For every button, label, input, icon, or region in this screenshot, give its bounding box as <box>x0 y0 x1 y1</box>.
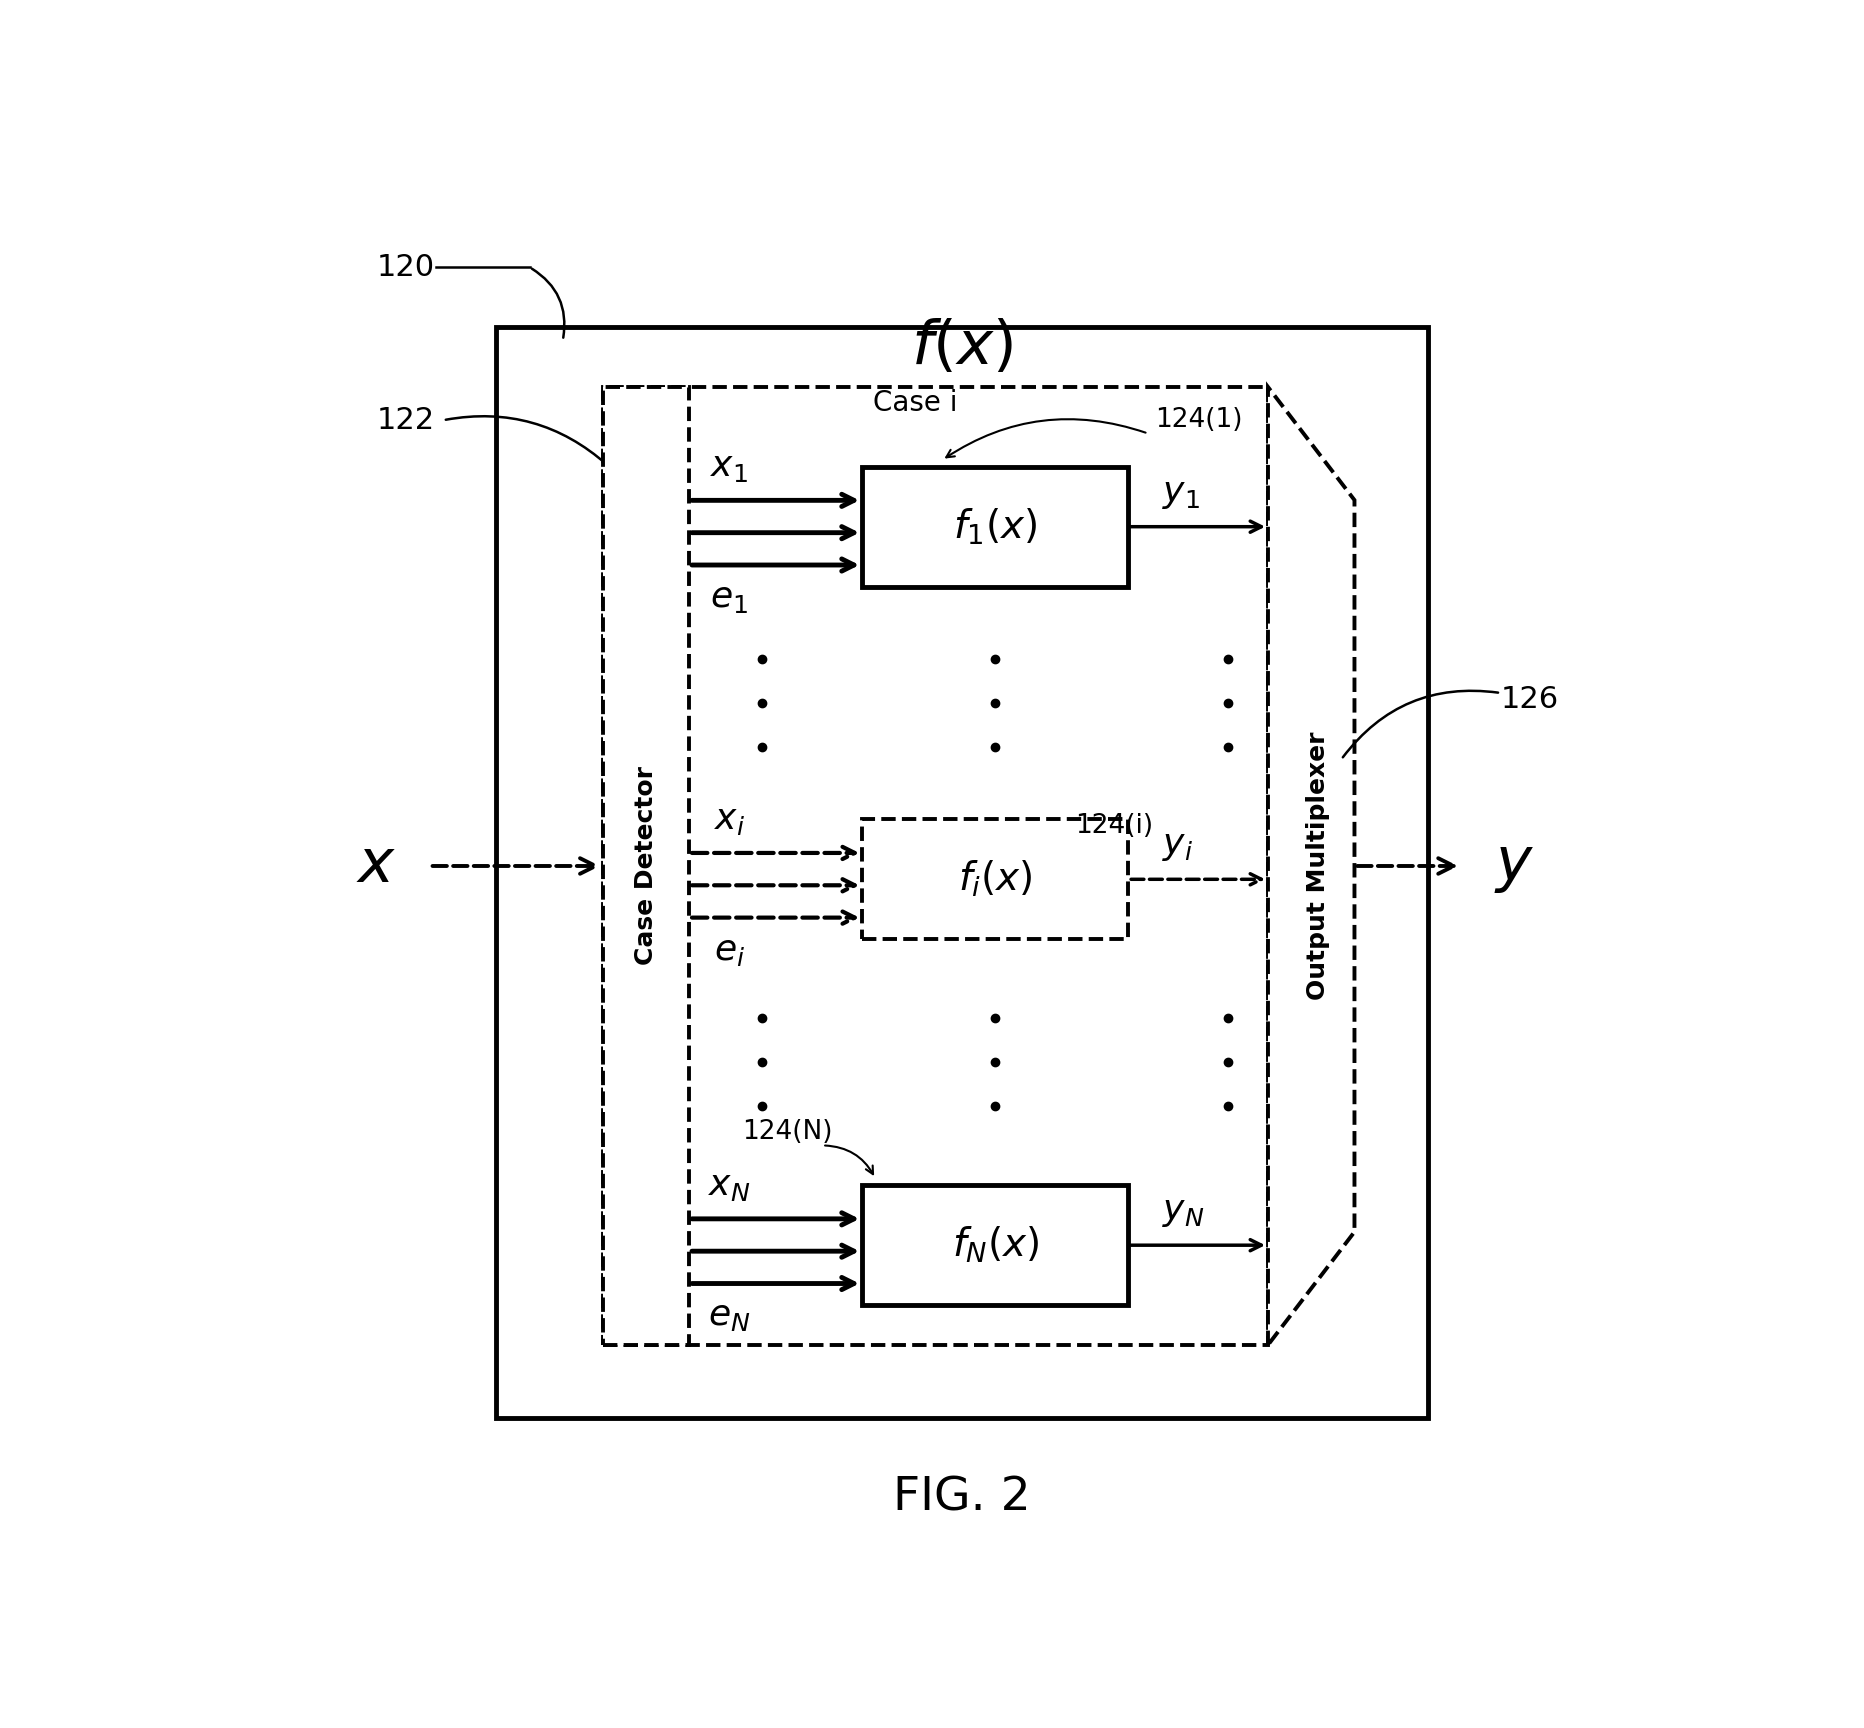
Text: $e_1$: $e_1$ <box>710 581 747 615</box>
Polygon shape <box>1268 387 1355 1344</box>
Text: $x_N$: $x_N$ <box>708 1168 751 1203</box>
Text: $y_i$: $y_i$ <box>1161 829 1193 864</box>
Text: 124(1): 124(1) <box>1156 408 1243 434</box>
Text: $x$: $x$ <box>356 836 397 895</box>
Bar <box>602 387 1268 1344</box>
Text: Output Multiplexer: Output Multiplexer <box>1307 731 1329 1001</box>
Text: $x_1$: $x_1$ <box>710 451 747 484</box>
Text: Case i: Case i <box>872 389 958 416</box>
Text: 120: 120 <box>377 252 434 282</box>
Bar <box>602 387 690 1344</box>
Bar <box>863 1185 1128 1305</box>
Text: $f_1(x)$: $f_1(x)$ <box>953 506 1036 546</box>
Text: Case Detector: Case Detector <box>634 767 658 966</box>
Text: $e_N$: $e_N$ <box>708 1299 751 1334</box>
Text: 124(i): 124(i) <box>1076 814 1154 840</box>
Bar <box>863 467 1128 586</box>
Text: $y_N$: $y_N$ <box>1161 1196 1204 1229</box>
Text: $f(x)$: $f(x)$ <box>911 318 1012 377</box>
Text: $f_N(x)$: $f_N(x)$ <box>953 1225 1038 1265</box>
Text: 122: 122 <box>377 406 434 435</box>
Text: 126: 126 <box>1501 686 1558 714</box>
Text: $y$: $y$ <box>1493 836 1534 895</box>
Text: 124(N): 124(N) <box>742 1120 833 1146</box>
Text: $x_i$: $x_i$ <box>714 804 746 836</box>
Text: FIG. 2: FIG. 2 <box>893 1476 1031 1521</box>
Text: $e_i$: $e_i$ <box>714 933 744 968</box>
Text: $y_1$: $y_1$ <box>1161 477 1200 511</box>
Bar <box>863 819 1128 940</box>
Bar <box>496 327 1428 1419</box>
Text: $f_i(x)$: $f_i(x)$ <box>958 859 1033 900</box>
